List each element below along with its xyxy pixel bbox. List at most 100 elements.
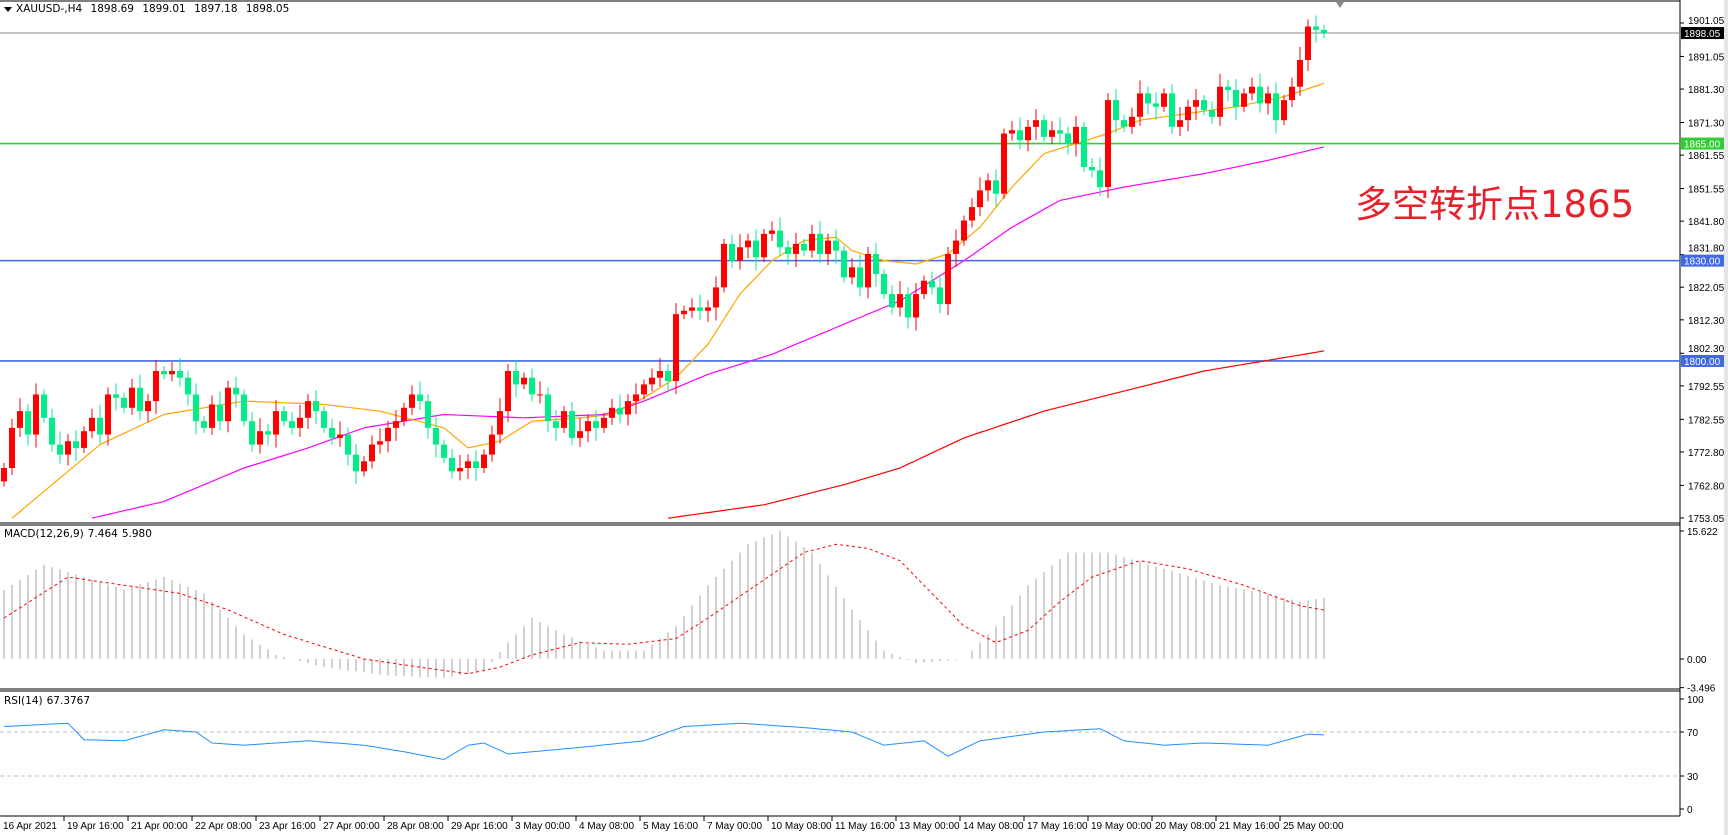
candle-body: [929, 280, 935, 288]
candle: [1273, 82, 1279, 134]
price-tick-label: 1881.30: [1688, 85, 1725, 96]
candle: [545, 387, 551, 433]
candle-body: [1265, 93, 1271, 104]
time-tick-label: 4 May 08:00: [579, 821, 634, 832]
candle: [569, 402, 575, 445]
candle-body: [1201, 100, 1207, 111]
candle: [97, 404, 103, 444]
candle-body: [585, 421, 591, 432]
price-tick-label: 1782.55: [1688, 415, 1725, 426]
candle: [817, 220, 823, 263]
candle: [289, 412, 295, 435]
candle-body: [713, 287, 719, 308]
candle-body: [961, 220, 967, 241]
candle-body: [681, 310, 687, 315]
candle: [689, 298, 695, 318]
candle-body: [1041, 120, 1047, 137]
candle: [857, 254, 863, 297]
candle-body: [553, 421, 559, 428]
candle: [697, 294, 703, 320]
candle-body: [1145, 93, 1151, 104]
level-price-label: 1800.00: [1684, 357, 1721, 368]
candle: [1049, 121, 1055, 144]
candle-body: [185, 377, 191, 395]
ma-mid-line: [91, 146, 1325, 519]
candle-body: [249, 421, 255, 445]
candle-body: [1, 467, 7, 482]
high-value: 1899.01: [142, 3, 186, 15]
candle-body: [1193, 100, 1199, 107]
time-tick-label: 7 May 00:00: [707, 821, 762, 832]
candle: [209, 395, 215, 435]
candle-body: [785, 247, 791, 254]
candle: [1081, 121, 1087, 173]
candle-body: [609, 407, 615, 418]
candle-body: [481, 454, 487, 468]
candle-body: [1001, 133, 1007, 194]
candle-body: [537, 394, 543, 396]
candle: [993, 169, 999, 207]
candle: [1009, 121, 1015, 141]
candle: [385, 420, 391, 453]
price-tick-label: 1753.05: [1688, 514, 1725, 525]
time-tick-label: 16 Apr 2021: [3, 821, 57, 832]
candle-body: [753, 240, 759, 258]
candle: [185, 370, 191, 406]
candle-body: [1209, 110, 1215, 117]
candle: [1225, 79, 1231, 102]
candle-body: [1297, 59, 1303, 87]
candle: [849, 258, 855, 285]
candle-body: [1241, 93, 1247, 107]
candle-body: [865, 253, 871, 288]
candle-body: [361, 461, 367, 472]
candle: [281, 406, 287, 427]
candle: [1017, 117, 1023, 150]
candle: [721, 238, 727, 293]
candle: [321, 406, 327, 433]
candle-body: [377, 441, 383, 445]
candle-body: [905, 294, 911, 318]
chart-shift-marker-icon[interactable]: [1336, 2, 1344, 8]
candle-body: [137, 387, 143, 412]
candle-body: [985, 180, 991, 191]
candle-body: [1137, 93, 1143, 117]
candle: [1153, 92, 1159, 120]
candle-body: [649, 377, 655, 385]
candle-body: [289, 421, 295, 428]
candle-body: [209, 404, 215, 428]
price-tick-label: 1871.30: [1688, 119, 1725, 130]
dropdown-triangle-icon[interactable]: [4, 7, 12, 12]
candle: [705, 300, 711, 322]
candle-body: [1153, 103, 1159, 107]
candle: [465, 454, 471, 480]
candle: [457, 454, 463, 481]
candle-body: [617, 407, 623, 415]
candle-body: [737, 247, 743, 261]
candle-body: [529, 377, 535, 395]
candle: [625, 394, 631, 426]
candle-body: [1129, 116, 1135, 127]
symbol-header: XAUUSD-,H4 1898.69 1899.01 1897.18 1898.…: [16, 3, 294, 15]
candle: [1161, 88, 1167, 112]
rsi-tick-label: 70: [1687, 728, 1699, 739]
candle: [1033, 109, 1039, 140]
candle-body: [601, 417, 607, 428]
candle-body: [665, 371, 671, 382]
candle-body: [321, 411, 327, 428]
candle-body: [561, 411, 567, 428]
candle-body: [1073, 126, 1079, 144]
candle-body: [385, 427, 391, 442]
candle-body: [105, 394, 111, 435]
candle-body: [25, 411, 31, 435]
close-value: 1898.05: [245, 3, 290, 15]
candle-body: [193, 394, 199, 422]
candle-body: [265, 431, 271, 435]
candle-body: [993, 180, 999, 194]
time-tick-label: 19 Apr 16:00: [67, 821, 124, 832]
candle-body: [433, 427, 439, 445]
right-scrollbar[interactable]: [1724, 0, 1728, 835]
candle: [49, 408, 55, 452]
candle: [961, 215, 967, 246]
